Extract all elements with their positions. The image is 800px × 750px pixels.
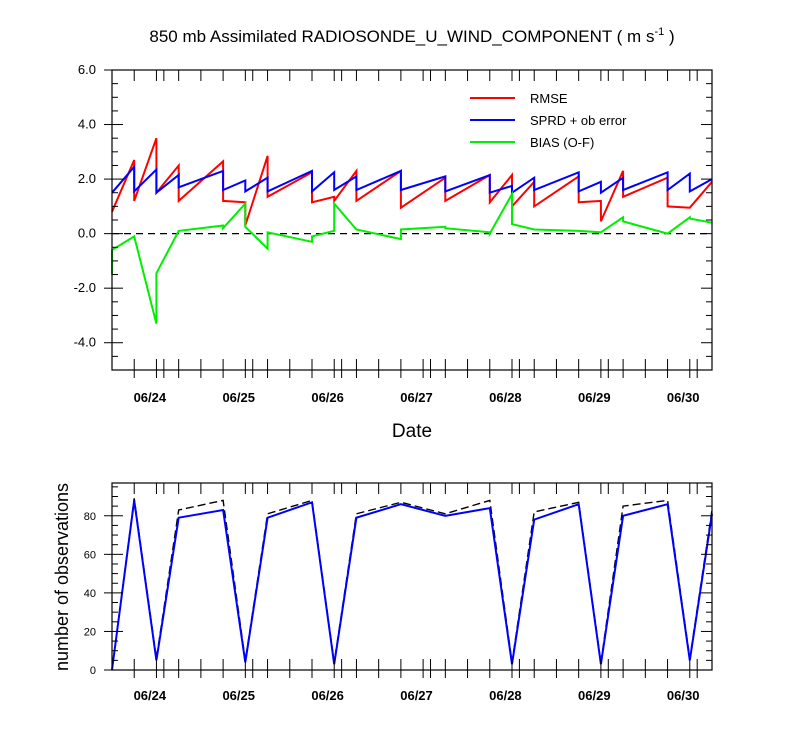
bottom-plot-frame bbox=[111, 482, 713, 671]
legend-label: BIAS (O-F) bbox=[530, 135, 594, 150]
bottom-ytick-label: 80 bbox=[84, 511, 96, 523]
top-ytick-label: 0.0 bbox=[78, 226, 96, 241]
top-plot-series bbox=[111, 137, 713, 324]
top-series-line-sprd-ob-error bbox=[111, 164, 713, 195]
bottom-xtick-label: 06/25 bbox=[222, 688, 255, 703]
top-xtick-label: 06/30 bbox=[667, 390, 700, 405]
top-xtick-label: 06/24 bbox=[134, 390, 167, 405]
bottom-yaxis-label: number of observations bbox=[52, 483, 72, 671]
bottom-plot-series bbox=[111, 498, 713, 671]
top-xtick-label: 06/25 bbox=[222, 390, 255, 405]
legend-label: SPRD + ob error bbox=[530, 113, 627, 128]
top-ytick-label: 2.0 bbox=[78, 171, 96, 186]
top-plot-axes: -4.0 -2.0 0.0 2.0 4.0 6.0 06/24 06/25 06/26 06/27… bbox=[74, 62, 712, 405]
top-ytick-label: 6.0 bbox=[78, 62, 96, 77]
top-xtick-label: 06/27 bbox=[400, 390, 433, 405]
bottom-ytick-label: 40 bbox=[84, 588, 96, 600]
bottom-series-line-possible-observations bbox=[111, 498, 713, 671]
top-xtick-label: 06/29 bbox=[578, 390, 611, 405]
top-ytick-label: 4.0 bbox=[78, 117, 96, 132]
top-xaxis-label: Date bbox=[392, 421, 432, 442]
bottom-xtick-label: 06/29 bbox=[578, 688, 611, 703]
legend: RMSE SPRD + ob error BIAS (O-F) bbox=[470, 91, 627, 150]
bottom-ytick-label: 20 bbox=[84, 626, 96, 638]
chart-title-suffix: ) bbox=[664, 27, 674, 46]
top-xtick-label: 06/28 bbox=[489, 390, 522, 405]
bottom-plot-axes: 0 20 40 60 80 06/24 06/25 06/26 06/27 06/28 06/29 0… bbox=[84, 483, 712, 703]
bottom-ytick-label: 60 bbox=[84, 549, 96, 561]
bottom-xtick-label: 06/28 bbox=[489, 688, 522, 703]
top-plot-frame bbox=[111, 69, 713, 371]
top-series-line-rmse bbox=[111, 137, 713, 226]
chart-title-main: 850 mb Assimilated RADIOSONDE_U_WIND_COM… bbox=[149, 27, 654, 46]
bottom-ytick-label: 0 bbox=[90, 665, 96, 677]
legend-label: RMSE bbox=[530, 91, 568, 106]
bottom-xtick-label: 06/30 bbox=[667, 688, 700, 703]
bottom-xtick-label: 06/27 bbox=[400, 688, 433, 703]
chart-title-superscript: -1 bbox=[654, 26, 664, 38]
bottom-series-line-assimilated-observations bbox=[111, 500, 713, 671]
top-ytick-label: -4.0 bbox=[74, 335, 96, 350]
top-ytick-label: -2.0 bbox=[74, 280, 96, 295]
bottom-xtick-label: 06/24 bbox=[134, 688, 167, 703]
top-series-line-bias-o-f bbox=[111, 190, 713, 324]
chart-title: 850 mb Assimilated RADIOSONDE_U_WIND_COM… bbox=[149, 26, 674, 46]
bottom-xtick-label: 06/26 bbox=[311, 688, 344, 703]
top-xtick-label: 06/26 bbox=[311, 390, 344, 405]
